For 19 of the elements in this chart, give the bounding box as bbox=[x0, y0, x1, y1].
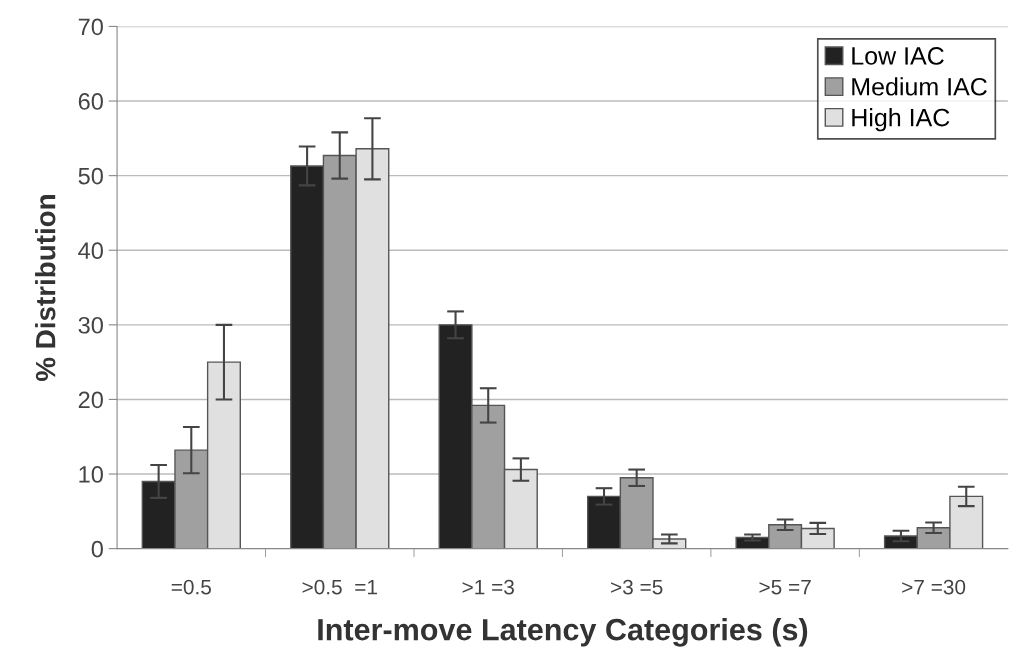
y-tick-label: 10 bbox=[79, 466, 103, 483]
y-tick-label: 70 bbox=[78, 18, 103, 36]
y-tick-label: 60 bbox=[78, 93, 103, 110]
y-axis-title: % Distribution bbox=[35, 195, 56, 381]
legend-label: High IAC bbox=[852, 108, 950, 132]
legend-label: Low IAC bbox=[852, 47, 944, 65]
y-tick-label: 40 bbox=[78, 242, 103, 260]
x-tick-label: >3 =5 bbox=[611, 579, 663, 595]
x-tick-label: >7 =30 bbox=[902, 579, 966, 595]
x-axis-title: Inter-move Latency Categories (s) bbox=[318, 618, 808, 647]
y-tick-label: 20 bbox=[78, 391, 103, 409]
x-tick-label: >5 =7 bbox=[759, 579, 811, 595]
x-tick-label: >0.5 =1 bbox=[302, 579, 377, 595]
x-tick-label: >1 =3 bbox=[462, 579, 514, 595]
y-tick-label: 30 bbox=[78, 316, 103, 334]
y-tick-label: 0 bbox=[91, 540, 103, 558]
x-tick-label: =0.5 bbox=[171, 579, 211, 595]
legend-label: Medium IAC bbox=[852, 77, 987, 96]
y-tick-label: 50 bbox=[78, 167, 103, 185]
